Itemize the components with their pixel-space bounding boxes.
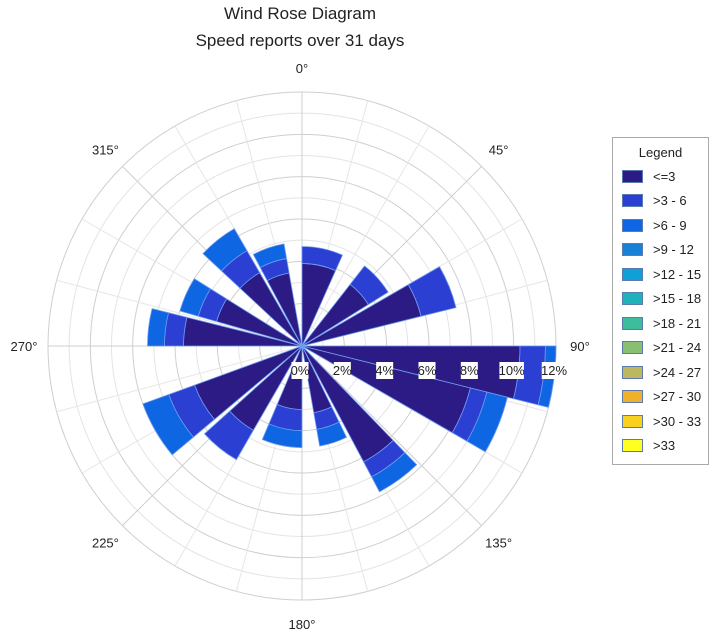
legend-label: >27 - 30 — [653, 389, 702, 405]
wind-sector-segment — [202, 228, 248, 272]
legend-item: >3 - 6 — [613, 189, 708, 214]
grid-spoke — [301, 125, 430, 347]
legend-label: >12 - 15 — [653, 266, 702, 282]
radial-tick-label-bg — [376, 362, 394, 379]
legend-label: <=3 — [653, 168, 676, 184]
legend-swatch — [622, 292, 643, 306]
legend-swatch — [622, 414, 643, 428]
legend-swatch — [622, 439, 643, 453]
legend-swatch — [622, 169, 643, 183]
chart-title: Wind Rose Diagram — [223, 4, 377, 23]
legend-item: >6 - 9 — [613, 213, 708, 238]
angular-tick-label: 270° — [11, 339, 38, 354]
angular-tick-label: 90° — [570, 339, 590, 354]
legend-swatch — [622, 218, 643, 232]
angular-tick-label: 225° — [92, 536, 119, 551]
legend-label: >6 - 9 — [653, 217, 687, 233]
radial-tick-label-bg — [460, 362, 478, 379]
legend-item: <=3 — [613, 164, 708, 189]
legend-label: >33 — [653, 438, 676, 454]
legend-label: >30 - 33 — [653, 413, 702, 429]
wind-sector-segment — [261, 423, 303, 449]
legend-swatch — [622, 243, 643, 257]
wind-sector-segment — [179, 278, 212, 317]
legend-label: >18 - 21 — [653, 315, 702, 331]
radial-tick-label-bg — [541, 362, 567, 379]
angular-tick-label: 315° — [92, 142, 119, 157]
angular-tick-label: 180° — [289, 617, 316, 632]
legend-item: >12 - 15 — [613, 262, 708, 287]
legend-item: >24 - 27 — [613, 360, 708, 385]
legend-item: >30 - 33 — [613, 409, 708, 434]
legend-swatch — [622, 390, 643, 404]
radial-tick-label: 12% — [541, 363, 567, 378]
wind-sector-segment — [316, 421, 348, 447]
legend-item: >15 - 18 — [613, 287, 708, 312]
wind-sector-segment — [371, 452, 418, 493]
angular-tick-label: 0° — [296, 61, 308, 76]
radial-tick-label: 4% — [375, 363, 394, 378]
legend-swatch — [622, 194, 643, 208]
wind-sector-segment — [142, 393, 194, 456]
chart-subtitle: Speed reports over 31 days — [195, 31, 405, 50]
grid-spoke — [56, 279, 303, 347]
legend-swatch — [622, 341, 643, 355]
radial-tick-label: 10% — [499, 363, 525, 378]
grid-spoke — [56, 345, 303, 413]
wind-sector-segment — [203, 410, 254, 461]
legend-label: >15 - 18 — [653, 291, 702, 307]
legend-label: >24 - 27 — [653, 364, 702, 380]
legend-swatch — [622, 365, 643, 379]
radial-tick-label-bg — [291, 362, 309, 379]
legend-swatch — [622, 316, 643, 330]
radial-tick-label: 8% — [460, 363, 479, 378]
legend-swatch — [622, 267, 643, 281]
radial-tick-label: 0% — [291, 363, 310, 378]
legend-item: >9 - 12 — [613, 238, 708, 263]
legend-title: Legend — [638, 145, 683, 160]
legend-label: >3 - 6 — [653, 193, 687, 209]
grid-spoke — [301, 345, 482, 526]
radial-tick-label-bg — [333, 362, 351, 379]
legend-item: >33 — [613, 434, 708, 459]
radial-tick-label-bg — [499, 362, 524, 379]
angular-tick-label: 135° — [485, 536, 512, 551]
legend-label: >9 - 12 — [653, 242, 694, 258]
wind-sector-segment — [147, 308, 169, 347]
wind-sector-segment — [466, 391, 508, 453]
legend: Legend <=3 >3 - 6 >6 - 9 >9 - 12 >12 - 15 >15… — [612, 137, 709, 465]
legend-item: >27 - 30 — [613, 385, 708, 410]
radial-tick-label-bg — [418, 362, 436, 379]
wind-sector-segment — [349, 265, 389, 306]
legend-label: >21 - 24 — [653, 340, 702, 356]
wind-sector-segment — [164, 312, 188, 347]
wind-sector-segment — [407, 266, 457, 317]
wind-sector-segment — [252, 243, 288, 269]
wind-sector-segment — [301, 246, 343, 272]
angular-tick-label: 45° — [489, 142, 509, 157]
legend-item: >21 - 24 — [613, 336, 708, 361]
radial-tick-label: 2% — [333, 363, 352, 378]
legend-item: >18 - 21 — [613, 311, 708, 336]
radial-tick-label: 6% — [418, 363, 437, 378]
